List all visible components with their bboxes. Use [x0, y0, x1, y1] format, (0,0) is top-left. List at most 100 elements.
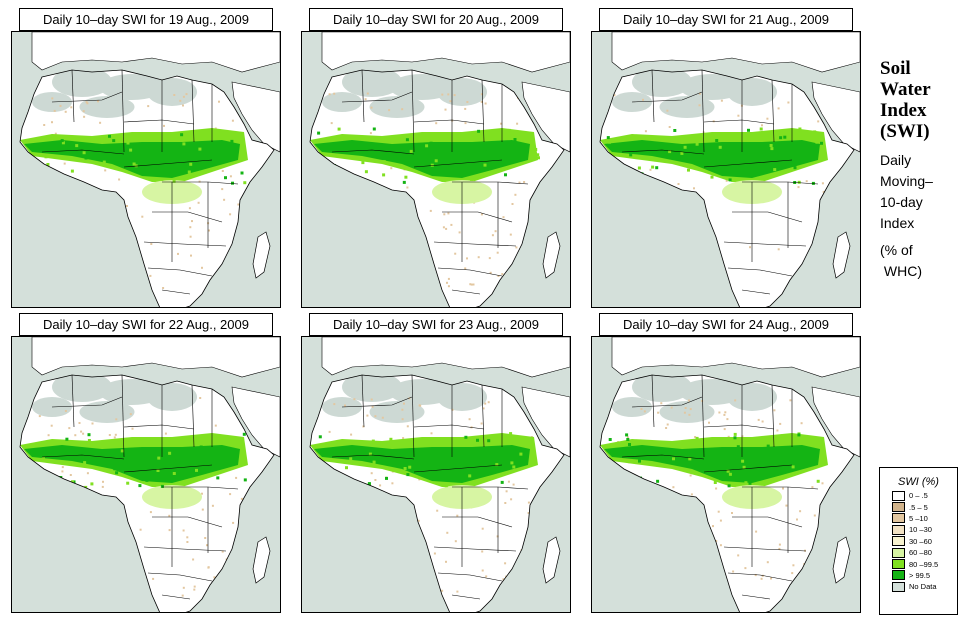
dry-cell — [240, 497, 243, 500]
dry-cell — [665, 427, 668, 429]
wet-cell — [382, 173, 386, 177]
wet-cell — [519, 154, 523, 157]
wet-cell — [182, 142, 186, 146]
dry-cell — [509, 233, 512, 236]
legend-swatch — [892, 559, 905, 570]
dry-cell — [232, 521, 235, 524]
swi-field — [20, 70, 248, 289]
no-data-patch — [632, 375, 692, 402]
dry-cell — [162, 287, 165, 289]
wet-cell — [402, 180, 406, 184]
dry-cell — [441, 589, 444, 592]
dry-cell — [487, 401, 490, 404]
index-subtitle-line: Moving– — [880, 173, 933, 189]
panel-title: Daily 10–day SWI for 24 Aug., 2009 — [599, 313, 853, 336]
wet-cell — [608, 140, 611, 144]
dry-cell — [468, 418, 471, 421]
index-title-line: Soil — [880, 58, 911, 79]
legend-label: 60 –80 — [909, 548, 932, 558]
dry-cell — [796, 518, 798, 521]
dry-cell — [481, 550, 484, 553]
dry-cell — [500, 122, 503, 125]
dry-cell — [694, 436, 697, 438]
legend-item: 60 –80 — [880, 547, 957, 558]
dry-cell — [785, 504, 788, 507]
dry-cell — [68, 427, 71, 430]
dry-cell — [417, 519, 420, 522]
dry-cell — [723, 413, 726, 416]
wet-cell — [421, 468, 425, 472]
wet-cell — [509, 432, 513, 436]
dry-cell — [480, 100, 483, 103]
dry-cell — [720, 99, 723, 102]
dry-cell — [727, 435, 730, 438]
dry-cell — [741, 435, 744, 438]
wet-cell — [467, 154, 471, 157]
dry-cell — [102, 480, 104, 483]
legend-item: 30 –60 — [880, 536, 957, 547]
wet-band — [314, 140, 530, 178]
wet-cell — [784, 150, 788, 154]
dry-cell — [778, 547, 781, 550]
dry-cell — [131, 427, 134, 430]
dry-cell — [197, 201, 200, 204]
no-data-patch — [79, 96, 135, 118]
no-data-patch — [659, 401, 715, 423]
dry-cell — [150, 243, 153, 245]
wet-cell — [382, 160, 386, 164]
dry-cell — [488, 257, 491, 260]
madagascar — [542, 536, 561, 584]
wet-cell — [429, 141, 433, 145]
wet-cell — [477, 129, 481, 133]
legend-swatch — [892, 502, 905, 513]
dry-cell — [38, 415, 41, 418]
dry-cell — [481, 527, 484, 530]
africa-coastline — [599, 69, 855, 307]
dry-cell — [514, 193, 517, 196]
country-border — [437, 572, 503, 582]
madagascar — [832, 536, 851, 584]
dry-cell — [447, 93, 450, 96]
dry-cell — [644, 130, 647, 133]
wet-cell — [748, 481, 752, 485]
dry-cell — [51, 97, 54, 100]
wet-cell — [683, 145, 687, 149]
country-border — [701, 69, 705, 153]
country-border — [701, 374, 705, 458]
wet-cell — [733, 436, 737, 440]
dry-cell — [789, 399, 792, 402]
dry-cell — [214, 424, 217, 427]
dry-cell — [370, 472, 373, 475]
dry-cell — [350, 433, 353, 436]
wet-cell — [231, 181, 234, 185]
panel-title: Daily 10–day SWI for 19 Aug., 2009 — [19, 8, 273, 31]
country-border — [433, 546, 517, 552]
wet-cell — [425, 144, 429, 148]
wet-cell — [243, 181, 247, 185]
wet-cell — [736, 445, 740, 449]
wet-cell — [742, 465, 746, 469]
country-border — [703, 424, 775, 430]
wet-cell — [625, 433, 629, 437]
dry-cell — [53, 109, 56, 112]
dry-cell — [141, 215, 144, 218]
country-border — [631, 396, 703, 408]
index-subtitle-line: Index — [880, 215, 915, 231]
wet-cell — [71, 480, 74, 484]
wet-cell — [371, 439, 375, 443]
dry-cell — [435, 122, 438, 125]
dry-cell — [456, 514, 459, 517]
country-border — [51, 91, 123, 103]
dry-cell — [511, 203, 514, 205]
dry-cell — [447, 277, 450, 280]
legend-item: No Data — [880, 581, 957, 592]
wet-cell — [661, 441, 665, 445]
wet-cell — [797, 180, 801, 184]
no-data-patch — [437, 78, 487, 106]
wet-cell — [498, 437, 502, 440]
wet-cell — [656, 463, 660, 467]
dry-cell — [666, 109, 669, 112]
country-border — [147, 572, 213, 582]
dry-cell — [366, 92, 369, 95]
europe-landmass — [321, 337, 570, 378]
